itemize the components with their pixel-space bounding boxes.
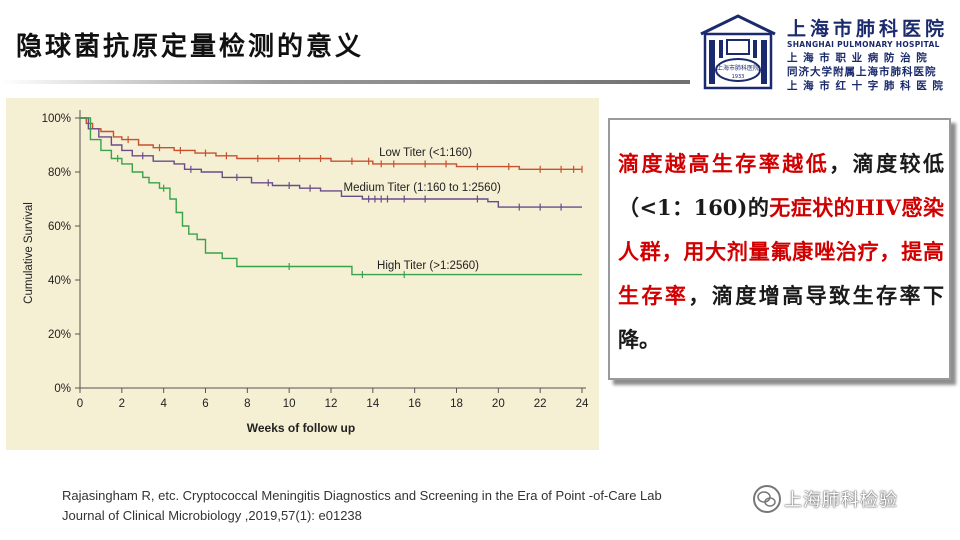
- title-divider: [0, 80, 690, 84]
- survival-chart-panel: 0% 20% 40% 60% 80% 100% 0 2 4 6 8 10 12 14 16 18 20 22 24 W…: [6, 98, 599, 450]
- emblem-text: 上海市肺科医院: [717, 64, 759, 72]
- watermark-text: 上海肺科检验: [784, 490, 898, 511]
- x-tick-label: 12: [325, 398, 338, 410]
- explanation-text: 滴度越高生存率越低，滴度较低（<1：160)的无症状的HIV感染人群，用大剂量氟…: [618, 142, 944, 362]
- x-axis-label: Weeks of follow up: [247, 421, 355, 435]
- x-tick-label: 18: [450, 398, 463, 410]
- citation-line-1: Rajasingham R, etc. Cryptococcal Meningi…: [62, 488, 662, 503]
- x-tick-label: 2: [119, 398, 125, 410]
- slide-title: 隐球菌抗原定量检测的意义: [16, 32, 365, 62]
- x-tick-label: 8: [244, 398, 250, 410]
- hospital-emblem-icon: 上海市肺科医院 1933: [700, 14, 776, 90]
- emphasis-text-1: 滴度越高生存率越低: [618, 151, 830, 176]
- hospital-line-2: 同济大学附属上海市肺科医院: [787, 66, 937, 78]
- x-tick-label: 22: [534, 398, 547, 410]
- y-tick-label: 40%: [48, 275, 71, 287]
- y-tick-label: 80%: [48, 167, 71, 179]
- citation: Rajasingham R, etc. Cryptococcal Meningi…: [62, 486, 662, 526]
- hospital-name-en: SHANGHAI PULMONARY HOSPITAL: [787, 40, 940, 49]
- y-tick-label: 100%: [42, 113, 71, 125]
- x-tick-label: 20: [492, 398, 505, 410]
- y-tick-label: 20%: [48, 329, 71, 341]
- x-tick-label: 10: [283, 398, 296, 410]
- series-line-0: [80, 117, 582, 170]
- x-tick-label: 14: [366, 398, 379, 410]
- survival-chart: 0%20%40%60%80%100%0 2 4 6 8 10 12 14 16 18 20 22 24W…: [23, 110, 589, 435]
- x-tick-label: 4: [160, 398, 167, 410]
- y-tick-label: 0%: [54, 383, 71, 395]
- x-tick-label: 16: [408, 398, 421, 410]
- series-annotation-1: Medium Titer (1:160 to 1:2560): [344, 182, 501, 194]
- x-tick-label: 0: [77, 398, 83, 410]
- series-annotation-0: Low Titer (<1:160): [379, 147, 472, 159]
- y-tick-label: 60%: [48, 221, 71, 233]
- series-annotation-2: High Titer (>1:2560): [377, 260, 479, 272]
- hospital-line-3: 上 海 市 红 十 字 肺 科 医 院: [787, 80, 944, 92]
- x-tick-label: 6: [202, 398, 208, 410]
- body-text-2: ，滴度增高导致生存率下降。: [618, 283, 945, 352]
- hospital-line-1: 上 海 市 职 业 病 防 治 院: [787, 52, 928, 64]
- hospital-logo: 上海市肺科医院 1933 上海市肺科医院 SHANGHAI PULMONARY …: [695, 12, 950, 92]
- emphasis-text-2: 无症状的HIV感染人群，用大剂量氟康唑治疗，提高生存率: [618, 195, 944, 308]
- wechat-icon: [753, 485, 781, 513]
- series-line-2: [80, 117, 582, 276]
- explanation-box: 滴度越高生存率越低，滴度较低（<1：160)的无症状的HIV感染人群，用大剂量氟…: [608, 118, 951, 380]
- series-line-1: [80, 117, 582, 208]
- body-text-1: ，滴度较低（<1：160)的: [618, 151, 945, 220]
- watermark: 上海肺科检验: [752, 478, 952, 518]
- y-axis-label: Cumulative Survival: [23, 202, 35, 304]
- emblem-year: 1933: [732, 74, 745, 80]
- hospital-name-cn: 上海市肺科医院: [787, 18, 949, 40]
- x-tick-label: 24: [576, 398, 589, 410]
- citation-line-2: Journal of Clinical Microbiology ,2019,5…: [62, 508, 362, 523]
